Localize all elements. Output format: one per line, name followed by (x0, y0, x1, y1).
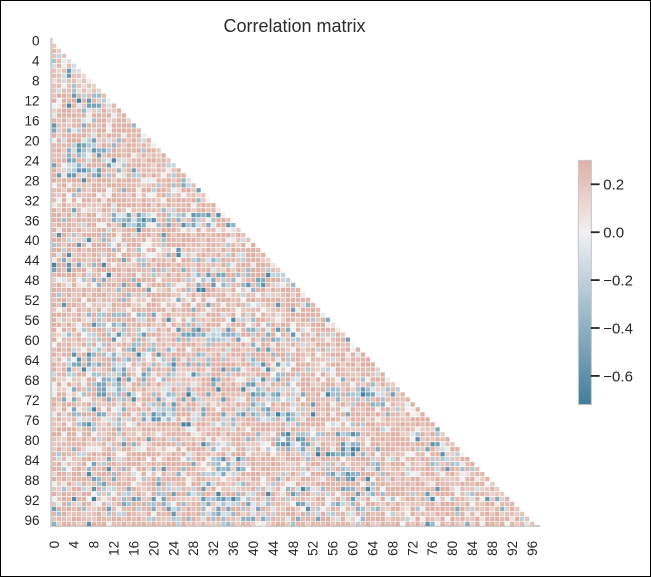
svg-text:28: 28 (186, 541, 201, 556)
svg-text:80: 80 (445, 541, 460, 556)
svg-text:−0.4: −0.4 (603, 320, 633, 337)
svg-text:16: 16 (126, 541, 141, 556)
svg-text:12: 12 (24, 93, 39, 108)
svg-text:12: 12 (106, 541, 121, 556)
svg-text:0: 0 (47, 541, 62, 549)
svg-text:−0.2: −0.2 (603, 273, 633, 290)
svg-text:76: 76 (425, 541, 440, 556)
svg-text:32: 32 (206, 541, 221, 556)
svg-text:8: 8 (32, 73, 40, 88)
svg-text:4: 4 (67, 540, 82, 548)
svg-text:−0.6: −0.6 (603, 368, 633, 385)
svg-text:44: 44 (266, 540, 281, 556)
svg-text:84: 84 (465, 540, 480, 556)
svg-text:32: 32 (24, 193, 39, 208)
svg-text:64: 64 (365, 540, 380, 556)
svg-text:52: 52 (24, 293, 39, 308)
svg-text:20: 20 (146, 541, 161, 556)
svg-text:64: 64 (24, 353, 40, 368)
svg-text:96: 96 (525, 541, 540, 556)
svg-text:36: 36 (226, 541, 241, 556)
svg-text:24: 24 (24, 153, 40, 168)
svg-text:36: 36 (24, 213, 39, 228)
svg-text:84: 84 (24, 453, 40, 468)
svg-text:72: 72 (24, 393, 39, 408)
svg-text:56: 56 (24, 313, 39, 328)
svg-text:80: 80 (24, 433, 39, 448)
svg-text:0: 0 (32, 33, 40, 48)
svg-text:48: 48 (24, 273, 39, 288)
svg-text:92: 92 (505, 541, 520, 556)
svg-text:4: 4 (32, 53, 40, 68)
svg-text:68: 68 (385, 541, 400, 556)
svg-text:44: 44 (24, 253, 40, 268)
svg-text:60: 60 (346, 541, 361, 556)
svg-text:88: 88 (24, 473, 39, 488)
svg-text:92: 92 (24, 493, 39, 508)
svg-text:72: 72 (405, 541, 420, 556)
svg-text:24: 24 (166, 540, 181, 556)
svg-text:52: 52 (306, 541, 321, 556)
svg-text:Correlation matrix: Correlation matrix (223, 16, 365, 36)
svg-text:56: 56 (326, 541, 341, 556)
svg-text:48: 48 (286, 541, 301, 556)
svg-text:16: 16 (24, 113, 39, 128)
svg-text:20: 20 (24, 133, 39, 148)
svg-text:40: 40 (24, 233, 39, 248)
svg-text:40: 40 (246, 541, 261, 556)
svg-text:0.0: 0.0 (603, 225, 624, 242)
svg-text:8: 8 (87, 541, 102, 549)
svg-text:60: 60 (24, 333, 39, 348)
svg-text:28: 28 (24, 173, 39, 188)
svg-text:96: 96 (24, 513, 39, 528)
svg-text:68: 68 (24, 373, 39, 388)
svg-text:76: 76 (24, 413, 39, 428)
svg-text:0.2: 0.2 (603, 177, 624, 194)
svg-text:88: 88 (485, 541, 500, 556)
